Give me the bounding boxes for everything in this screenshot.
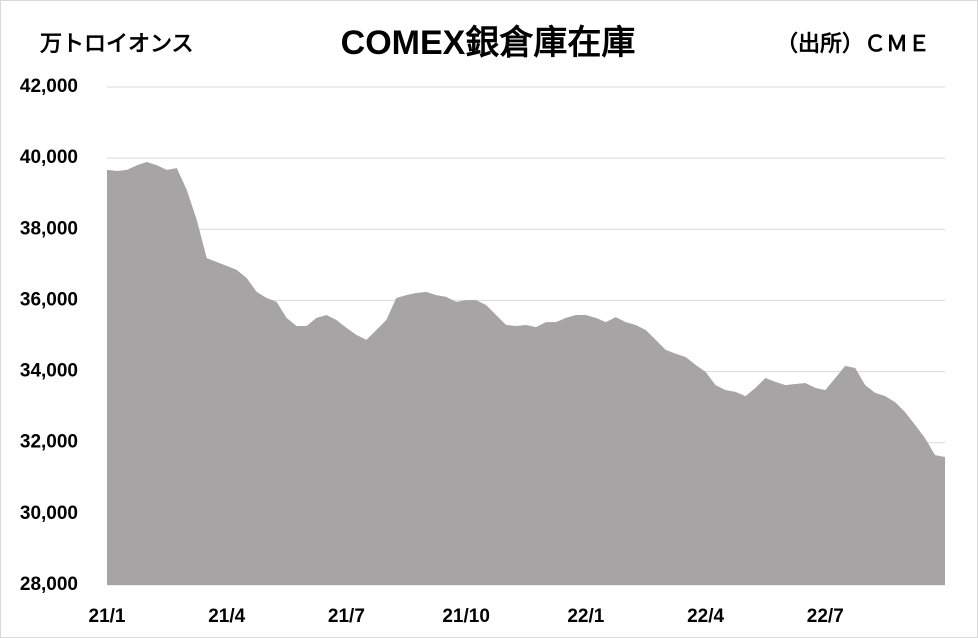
chart-title: COMEX銀倉庫在庫	[341, 24, 636, 62]
x-tick-label: 22/7	[807, 606, 844, 627]
y-axis-unit: 万トロイオンス	[39, 31, 194, 56]
y-tick-label: 38,000	[20, 218, 78, 239]
y-tick-label: 42,000	[20, 76, 78, 97]
y-tick-label: 32,000	[20, 432, 78, 453]
y-tick-label: 40,000	[20, 147, 78, 168]
area	[107, 162, 945, 585]
y-tick-label: 36,000	[20, 289, 78, 310]
y-tick-label: 34,000	[20, 361, 78, 382]
y-tick-label: 30,000	[20, 503, 78, 524]
x-tick-label: 21/1	[89, 606, 126, 627]
x-tick-label: 21/4	[208, 606, 245, 627]
x-tick-label: 21/7	[328, 606, 365, 627]
x-tick-label: 22/1	[567, 606, 604, 627]
source-note: （出所）ＣＭＥ	[776, 31, 930, 56]
y-tick-label: 28,000	[20, 574, 78, 595]
x-tick-label: 21/10	[442, 606, 490, 627]
x-tick-label: 22/4	[687, 606, 724, 627]
